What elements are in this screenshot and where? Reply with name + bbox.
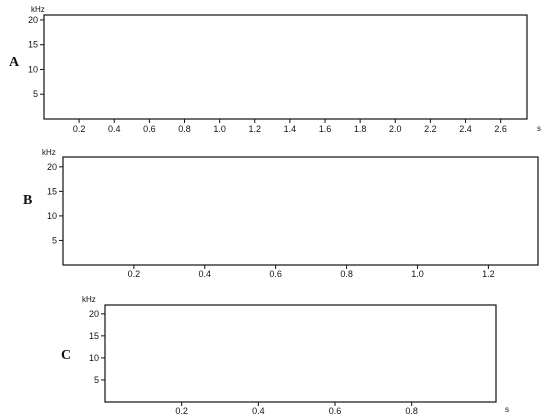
energy-region xyxy=(172,186,234,261)
x-tick-label: 1.8 xyxy=(354,124,367,134)
energy-region xyxy=(342,353,470,398)
panel-b: B kHz 5 10 15 20 0.2 0.4 0.6 0.8 1.0 1.2 xyxy=(23,148,539,279)
x-tick-label: 0.4 xyxy=(252,406,265,416)
y-tick-label: 5 xyxy=(33,89,38,99)
x-tick-label: 1.0 xyxy=(213,124,226,134)
y-tick-label: 10 xyxy=(47,211,57,221)
x-tick-label: 0.2 xyxy=(128,269,141,279)
panel-c: C kHz s 5 10 15 20 0.2 0.4 0.6 0.8 xyxy=(61,295,509,416)
energy-region xyxy=(258,74,343,115)
x-tick-label: 0.2 xyxy=(175,406,188,416)
y-tick-label: 15 xyxy=(89,331,99,341)
energy-region xyxy=(398,39,484,75)
x-tick-label: 1.2 xyxy=(249,124,262,134)
x-tick-label: 2.4 xyxy=(459,124,472,134)
energy-region xyxy=(70,215,170,261)
panel-a-plot: 5 10 15 20 0.2 0.4 0.6 0.8 1.0 1.2 1.4 1.6 1.8 2.0 2.2… xyxy=(28,14,528,134)
plot-frame xyxy=(104,304,497,403)
y-tick-label: 5 xyxy=(94,375,99,385)
panel-b-plot: 5 10 15 20 0.2 0.4 0.6 0.8 1.0 1.2 xyxy=(47,156,539,279)
energy-layer xyxy=(105,305,496,402)
y-tick-label: 15 xyxy=(47,186,57,196)
x-tick-label: 1.2 xyxy=(482,269,495,279)
energy-layer xyxy=(44,15,527,119)
y-tick-label: 5 xyxy=(52,235,57,245)
energy-region xyxy=(176,157,227,182)
energy-region xyxy=(412,15,484,35)
panel-letter-c: C xyxy=(61,348,71,363)
energy-region xyxy=(265,49,326,75)
x-tick-label: 0.6 xyxy=(269,269,282,279)
x-tick-label: 0.8 xyxy=(405,406,418,416)
y-tick-label: 10 xyxy=(89,353,99,363)
x-tick-label: 0.6 xyxy=(329,406,342,416)
panel-c-x-unit: s xyxy=(505,405,509,414)
energy-region xyxy=(296,186,531,221)
x-tick-label: 2.6 xyxy=(494,124,507,134)
energy-region xyxy=(110,15,132,55)
energy-region xyxy=(107,59,136,115)
y-tick-label: 20 xyxy=(28,15,38,25)
energy-layer xyxy=(63,157,538,265)
x-tick-label: 1.4 xyxy=(284,124,297,134)
x-tick-label: 0.6 xyxy=(143,124,156,134)
energy-region xyxy=(75,19,97,55)
x-tick-label: 0.8 xyxy=(340,269,353,279)
plot-frame xyxy=(43,14,528,120)
panel-c-y-unit: kHz xyxy=(82,295,96,304)
panel-letter-a: A xyxy=(9,55,20,70)
x-tick-label: 0.8 xyxy=(178,124,191,134)
energy-region xyxy=(272,24,322,45)
energy-region xyxy=(207,15,227,55)
energy-region xyxy=(205,64,231,115)
panel-letter-b: B xyxy=(23,193,32,208)
energy-region xyxy=(382,166,507,187)
energy-region xyxy=(108,357,259,398)
y-tick-label: 10 xyxy=(28,64,38,74)
energy-region xyxy=(391,74,487,115)
energy-region xyxy=(116,318,174,354)
energy-region xyxy=(346,313,389,350)
x-tick-label: 1.6 xyxy=(319,124,332,134)
x-tick-label: 1.0 xyxy=(411,269,424,279)
panel-a-x-unit: s xyxy=(537,124,541,133)
plot-frame xyxy=(62,156,539,266)
x-tick-label: 0.4 xyxy=(108,124,121,134)
x-tick-label: 2.0 xyxy=(389,124,402,134)
panel-a: A kHz s 5 10 15 20 0.2 0.4 0.6 0.8 1.0 1.2 1.4 1.6 1… xyxy=(9,5,541,134)
x-tick-label: 0.4 xyxy=(199,269,212,279)
energy-region xyxy=(84,166,156,207)
x-tick-label: 2.2 xyxy=(424,124,437,134)
energy-region xyxy=(75,64,101,115)
panel-a-y-unit: kHz xyxy=(31,5,45,14)
energy-region xyxy=(261,220,538,261)
x-tick-label: 0.2 xyxy=(73,124,86,134)
y-tick-label: 20 xyxy=(47,162,57,172)
y-tick-label: 15 xyxy=(28,40,38,50)
panel-c-plot: 5 10 15 20 0.2 0.4 0.6 0.8 xyxy=(89,304,497,416)
y-tick-label: 20 xyxy=(89,309,99,319)
panel-b-y-unit: kHz xyxy=(42,148,56,157)
energy-region xyxy=(174,327,228,350)
